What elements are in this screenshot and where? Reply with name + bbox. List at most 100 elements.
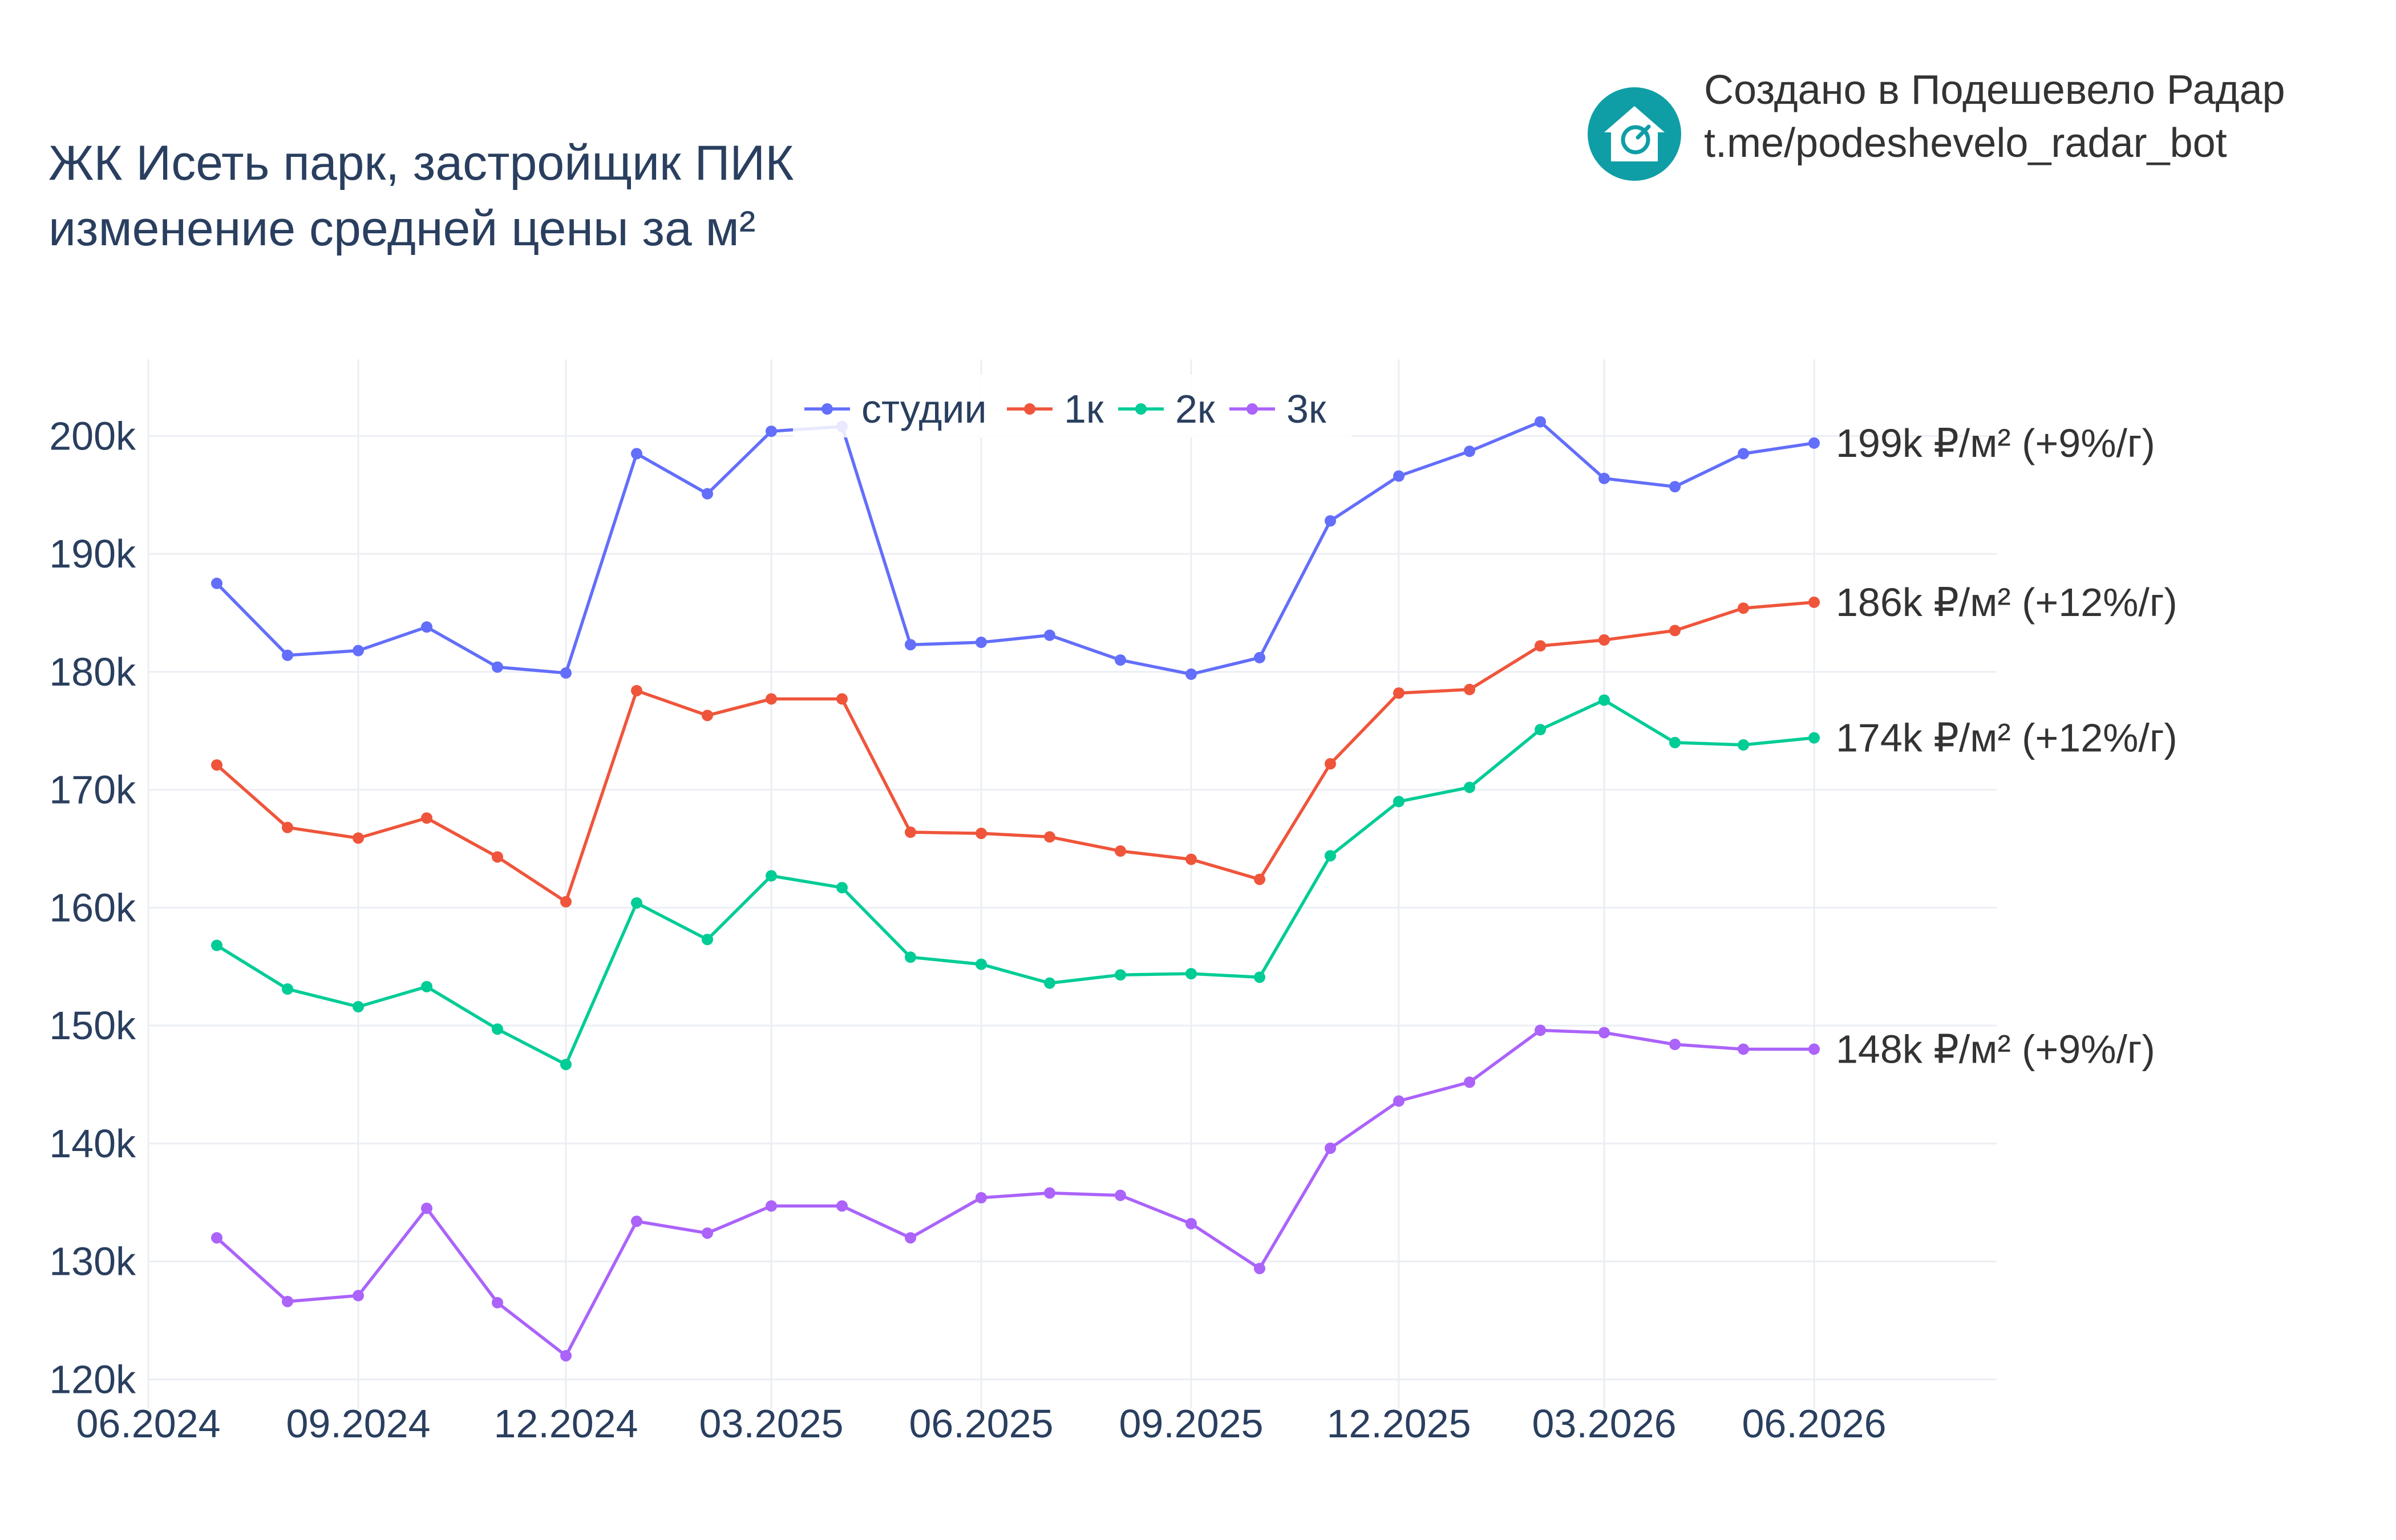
y-tick-label: 200k bbox=[49, 414, 136, 458]
data-point bbox=[492, 661, 503, 673]
data-point bbox=[1738, 602, 1749, 614]
credit-line1: Создано в Подешевело Радар bbox=[1704, 67, 2285, 113]
data-point bbox=[211, 1232, 222, 1244]
data-point bbox=[1464, 683, 1475, 695]
x-tick-label: 03.2026 bbox=[1532, 1401, 1676, 1446]
data-point bbox=[1598, 694, 1610, 706]
data-point bbox=[1185, 853, 1197, 865]
x-tick-label: 12.2024 bbox=[493, 1401, 638, 1446]
series-line bbox=[216, 420, 1815, 676]
data-point bbox=[766, 1200, 777, 1212]
series-line bbox=[216, 1028, 1814, 1357]
data-point bbox=[560, 1349, 572, 1361]
data-point bbox=[1808, 437, 1820, 449]
data-point bbox=[1115, 969, 1126, 981]
data-point bbox=[353, 832, 364, 844]
data-point bbox=[976, 637, 987, 649]
data-point bbox=[1044, 629, 1055, 641]
data-point bbox=[1393, 470, 1405, 482]
data-point bbox=[1464, 781, 1475, 793]
data-point bbox=[1598, 472, 1610, 484]
data-point bbox=[1325, 758, 1336, 770]
legend-label: студии bbox=[861, 387, 987, 431]
data-point bbox=[1808, 1043, 1820, 1055]
data-point bbox=[631, 448, 642, 460]
data-point bbox=[1535, 640, 1546, 652]
chart-title-line2: изменение средней цены за м² bbox=[48, 201, 755, 256]
grid-lines bbox=[147, 359, 1997, 1409]
data-point bbox=[353, 1290, 364, 1302]
end-value-label: 148k ₽/м² (+9%/г) bbox=[1836, 1027, 2155, 1071]
data-point bbox=[1185, 1218, 1197, 1230]
series-line bbox=[216, 601, 1815, 903]
legend: студии 1к 2к 3к bbox=[793, 375, 1352, 437]
data-point bbox=[631, 897, 642, 909]
legend-swatch-marker bbox=[1135, 403, 1147, 415]
data-point bbox=[905, 951, 916, 963]
x-tick-label: 12.2025 bbox=[1326, 1401, 1471, 1446]
legend-label: 1к bbox=[1064, 387, 1104, 431]
x-tick-label: 09.2025 bbox=[1119, 1401, 1263, 1446]
end-value-label: 186k ₽/м² (+12%/г) bbox=[1836, 580, 2178, 625]
series-line bbox=[216, 698, 1815, 1067]
y-axis: 120k 130k 140k 150k 160k 170k 180k 190k 200k bbox=[49, 414, 136, 1401]
data-point bbox=[1669, 736, 1681, 748]
data-point bbox=[1738, 448, 1749, 460]
y-tick-label: 160k bbox=[49, 885, 136, 930]
x-tick-label: 06.2025 bbox=[909, 1401, 1053, 1446]
data-point bbox=[1598, 634, 1610, 646]
y-tick-label: 150k bbox=[49, 1003, 136, 1048]
series-4 bbox=[211, 1024, 1820, 1361]
data-point bbox=[1044, 1187, 1055, 1199]
data-point bbox=[836, 693, 848, 705]
data-point bbox=[1115, 654, 1126, 666]
legend-swatch-marker bbox=[1246, 403, 1258, 415]
data-point bbox=[1738, 1043, 1749, 1055]
data-point bbox=[976, 958, 987, 970]
data-point bbox=[353, 645, 364, 656]
data-point bbox=[1185, 668, 1197, 680]
data-point bbox=[1669, 481, 1681, 493]
data-point bbox=[1325, 515, 1336, 527]
series-layer bbox=[211, 416, 1820, 1361]
data-point bbox=[1325, 850, 1336, 862]
data-point bbox=[1464, 445, 1475, 457]
legend-item[interactable]: 1к bbox=[1007, 387, 1104, 431]
legend-item[interactable]: студии bbox=[804, 387, 987, 431]
data-point bbox=[1254, 971, 1265, 983]
data-point bbox=[560, 1059, 572, 1071]
y-tick-label: 120k bbox=[49, 1357, 136, 1401]
data-point bbox=[421, 621, 432, 633]
data-point bbox=[1044, 831, 1055, 843]
data-point bbox=[1325, 1142, 1336, 1154]
legend-item[interactable]: 3к bbox=[1229, 387, 1326, 431]
data-point bbox=[905, 639, 916, 651]
data-point bbox=[282, 983, 293, 995]
data-point bbox=[702, 1227, 713, 1239]
credit-line2: t.me/podeshevelo_radar_bot bbox=[1704, 120, 2227, 166]
data-point bbox=[836, 882, 848, 894]
x-tick-label: 09.2024 bbox=[286, 1401, 430, 1446]
legend-background bbox=[793, 375, 1352, 437]
legend-label: 2к bbox=[1175, 387, 1215, 431]
chart-title: ЖК Исеть парк, застройщик ПИК изменение … bbox=[48, 136, 794, 256]
data-point bbox=[1535, 1024, 1546, 1036]
data-point bbox=[421, 1202, 432, 1214]
data-point bbox=[1393, 687, 1405, 699]
legend-label: 3к bbox=[1286, 387, 1326, 431]
data-point bbox=[492, 1023, 503, 1035]
data-point bbox=[421, 980, 432, 992]
data-point bbox=[1808, 596, 1820, 608]
legend-item[interactable]: 2к bbox=[1118, 387, 1215, 431]
data-point bbox=[905, 1232, 916, 1244]
y-tick-label: 180k bbox=[49, 650, 136, 694]
data-point bbox=[1535, 416, 1546, 428]
data-point bbox=[1738, 739, 1749, 751]
x-axis: 06.2024 09.2024 12.2024 03.2025 06.2025 09.20… bbox=[76, 1401, 1886, 1446]
data-point bbox=[1669, 625, 1681, 637]
series-3 bbox=[211, 694, 1820, 1071]
data-point bbox=[211, 939, 222, 951]
data-point bbox=[282, 649, 293, 661]
data-point bbox=[560, 667, 572, 679]
